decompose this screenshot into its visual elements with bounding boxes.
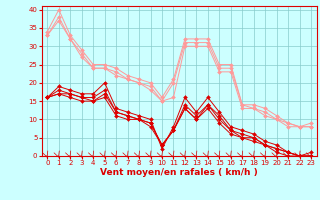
X-axis label: Vent moyen/en rafales ( km/h ): Vent moyen/en rafales ( km/h )	[100, 168, 258, 177]
